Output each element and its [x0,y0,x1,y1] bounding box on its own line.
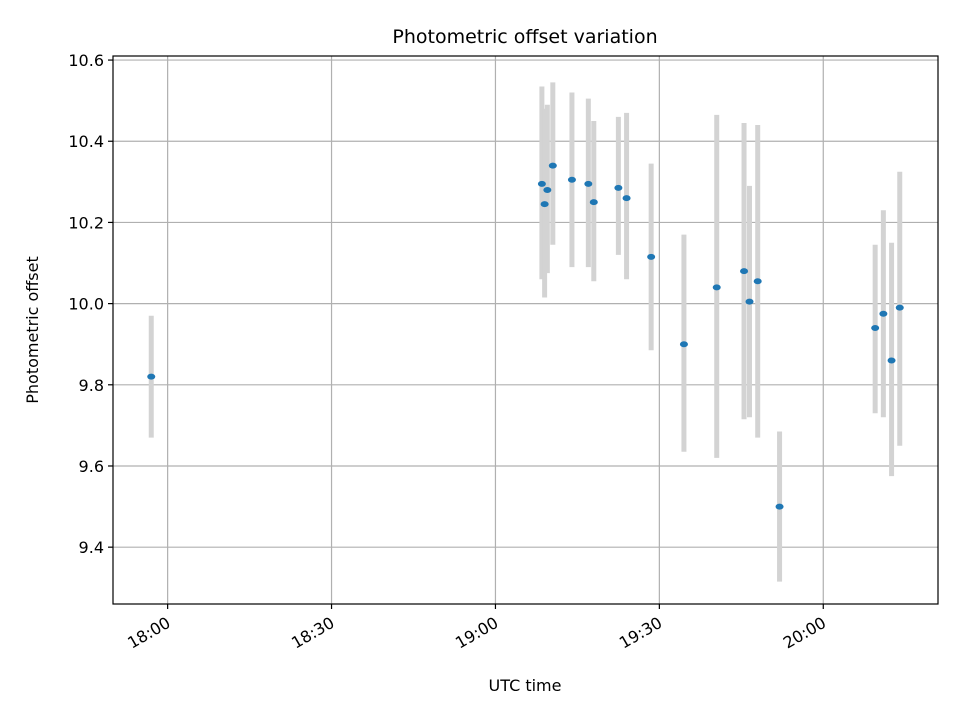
data-point [589,199,598,206]
data-point [548,162,557,169]
data-point [712,284,721,291]
y-axis-label: Photometric offset [23,256,42,404]
y-tick-label: 10.6 [68,51,104,70]
data-point [679,341,688,348]
y-tick-label: 9.6 [79,457,104,476]
data-point [647,253,656,260]
chart-title: Photometric offset variation [392,26,657,48]
data-point [537,180,546,187]
y-tick-label: 10.4 [68,132,104,151]
data-point [147,373,156,380]
plot-frame [112,55,939,605]
y-tick-label: 10.2 [68,213,104,232]
grid-lines [113,56,938,604]
data-point [775,503,784,510]
data-point [540,201,549,208]
data-point [745,298,754,305]
data-point [887,357,896,364]
y-tick-label: 9.8 [79,376,104,395]
data-point [871,324,880,331]
data-point [543,186,552,193]
data-points [147,162,904,510]
data-point [567,176,576,183]
data-point [879,310,888,317]
data-point [614,184,623,191]
x-axis-label: UTC time [489,676,562,695]
y-tick-label: 10.0 [68,295,104,314]
data-point [895,304,904,311]
data-point [740,268,749,275]
data-point [622,195,631,202]
data-point [584,180,593,187]
data-point [753,278,762,285]
y-tick-label: 9.4 [79,538,104,557]
